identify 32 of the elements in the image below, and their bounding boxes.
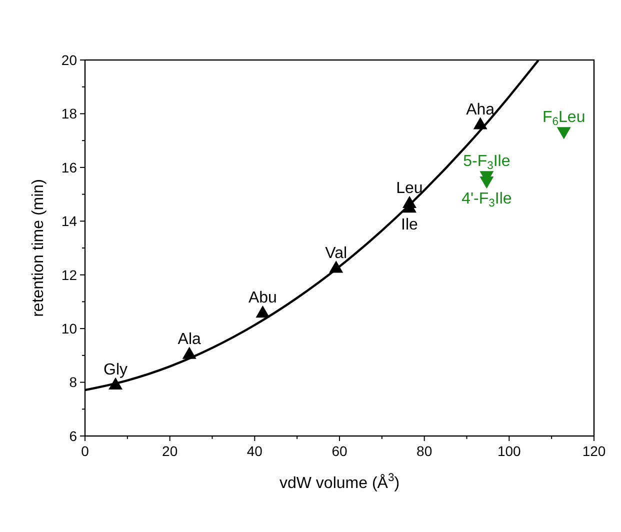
y-axis-title: retention time (min) <box>30 179 47 317</box>
y-tick-label: 20 <box>61 52 78 68</box>
y-tick-label: 6 <box>69 428 78 444</box>
point <box>473 117 488 130</box>
x-tick-label: 0 <box>81 443 90 459</box>
annotation: Aha <box>466 101 495 118</box>
annotation: Leu <box>396 180 423 198</box>
x-tick-label: 40 <box>246 443 263 459</box>
annotation: Val <box>325 244 348 262</box>
y-tick-label: 8 <box>69 374 78 390</box>
y-tick-label: 12 <box>61 266 78 283</box>
x-tick-label: 60 <box>332 443 348 459</box>
point <box>329 260 344 273</box>
point <box>256 305 270 318</box>
y-tick-label: 14 <box>61 213 78 230</box>
annotation: 5-F$_{3}$Ile <box>463 153 510 172</box>
annotation: Ala <box>178 331 202 348</box>
annotation: F$_{6}$Leu <box>542 108 586 128</box>
x-tick-label: 20 <box>162 443 178 459</box>
x-tick-label: 120 <box>582 443 606 459</box>
x-tick-label: 80 <box>416 443 432 459</box>
annotation: 4'-F$_{3}$Ile <box>462 190 512 210</box>
point <box>182 346 196 359</box>
annotation: Abu <box>248 290 277 307</box>
x-tick-label: 100 <box>497 443 522 459</box>
point <box>108 377 123 390</box>
y-tick-label: 16 <box>61 159 78 176</box>
x-axis-title: vdW volume (Å$^{3}$) <box>279 472 400 492</box>
annotation: Ile <box>401 216 418 234</box>
y-tick-label: 18 <box>61 106 78 122</box>
annotation: Gly <box>104 362 128 379</box>
y-tick-label: 10 <box>61 320 78 336</box>
